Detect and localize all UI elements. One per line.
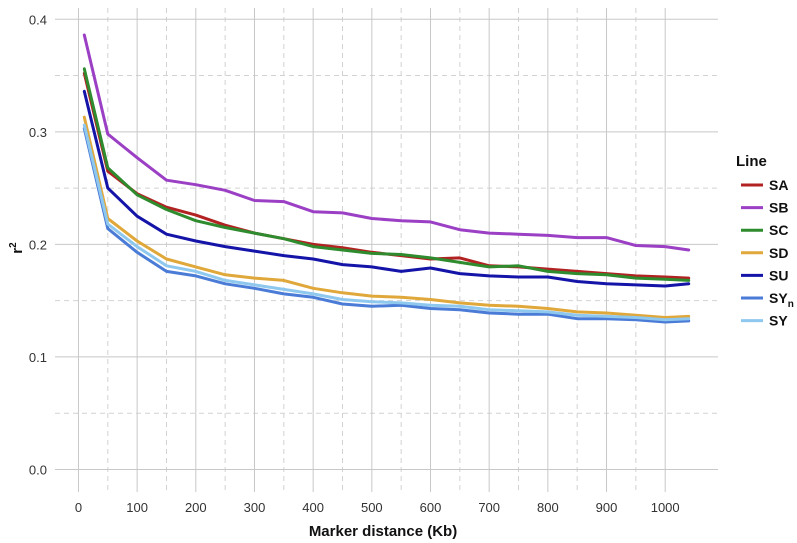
- legend-title: Line: [736, 153, 767, 170]
- legend-label-sy: SY: [769, 313, 788, 329]
- series-line-syn: [82, 126, 691, 324]
- legend-label-sc: SC: [769, 222, 788, 238]
- minor-gridlines: [55, 8, 718, 492]
- x-axis-title: Marker distance (Kb): [309, 523, 457, 540]
- legend-label-su: SU: [769, 267, 788, 283]
- y-tick-label: 0.4: [29, 12, 47, 27]
- legend-label-sd: SD: [769, 245, 788, 261]
- x-tick-label: 600: [420, 500, 442, 515]
- legend-label-syn: SYn: [769, 290, 794, 310]
- y-tick-label: 0.3: [29, 125, 47, 140]
- x-axis-ticks: 0 100 200 300 400 500 600 700 800 900 1000: [75, 500, 680, 515]
- series-line-sy: [82, 123, 691, 322]
- y-tick-label: 0.1: [29, 350, 47, 365]
- x-tick-label: 300: [244, 500, 266, 515]
- x-tick-label: 400: [302, 500, 324, 515]
- x-tick-label: 700: [478, 500, 500, 515]
- y-axis-ticks: 0.0 0.1 0.2 0.3 0.4: [29, 12, 47, 477]
- series-line-sc: [82, 67, 691, 282]
- y-axis-title: r2: [8, 242, 26, 254]
- x-tick-label: 0: [75, 500, 82, 515]
- legend: Line SA SB SC SD SU SYn SY: [736, 153, 794, 329]
- legend-label-subscript: n: [788, 299, 794, 310]
- y-tick-label: 0.2: [29, 237, 47, 252]
- x-tick-label: 500: [361, 500, 383, 515]
- y-axis-title-superscript: 2: [8, 242, 19, 248]
- legend-label-sa: SA: [769, 177, 788, 193]
- x-tick-label: 100: [126, 500, 148, 515]
- series-line-su: [82, 89, 691, 288]
- legend-label-sb: SB: [769, 200, 788, 216]
- x-tick-label: 800: [537, 500, 559, 515]
- x-tick-label: 1000: [651, 500, 680, 515]
- x-tick-label: 900: [596, 500, 618, 515]
- series-lines: [82, 33, 691, 324]
- major-gridlines: [55, 8, 718, 492]
- series-line-sd: [82, 115, 691, 319]
- series-line-sb: [82, 33, 691, 252]
- x-tick-label: 200: [185, 500, 207, 515]
- y-tick-label: 0.0: [29, 462, 47, 477]
- series-line-sa: [82, 71, 691, 280]
- y-axis-title-base: r: [9, 248, 26, 254]
